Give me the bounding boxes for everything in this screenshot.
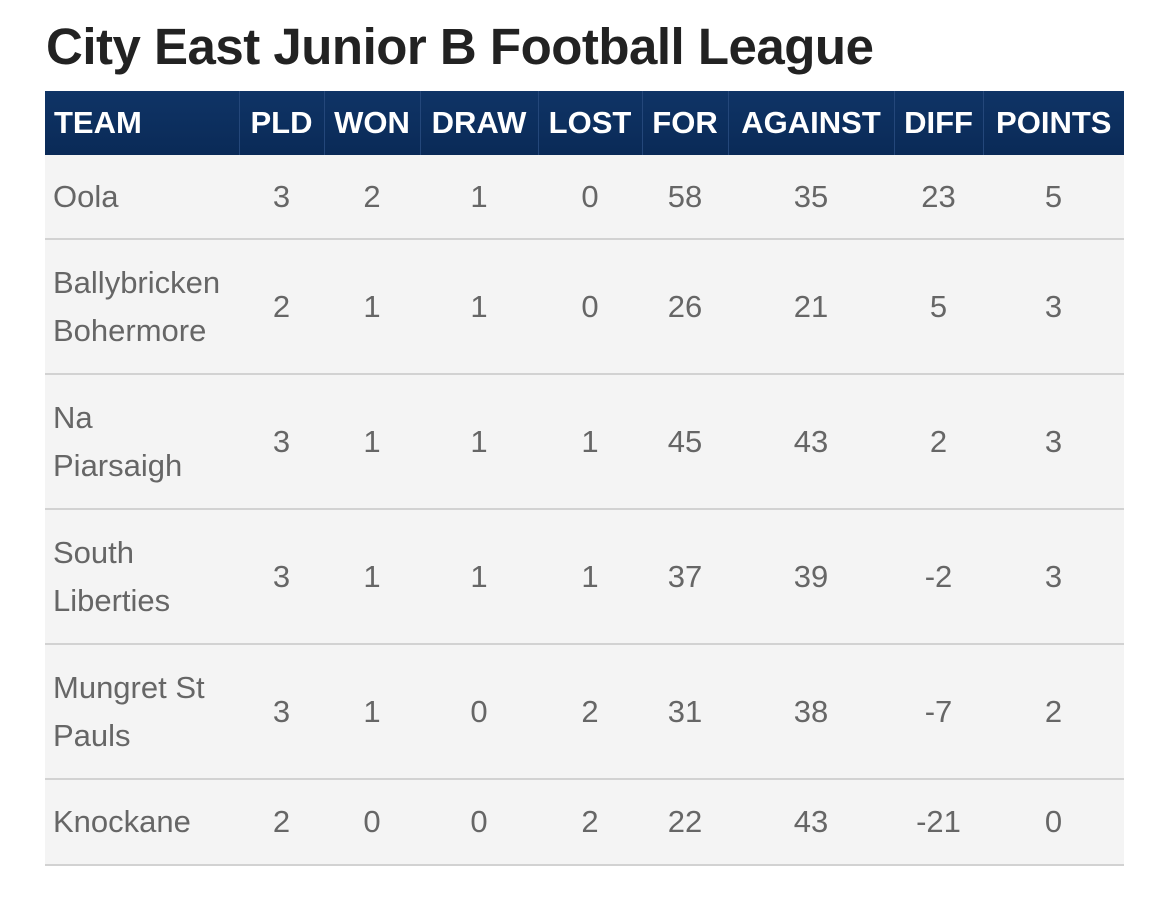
header-row: TEAM PLD WON DRAW LOST FOR AGAINST DIFF …: [45, 91, 1124, 155]
team-name: Knockane: [45, 779, 239, 866]
cell-points: 2: [983, 644, 1124, 780]
league-table: TEAM PLD WON DRAW LOST FOR AGAINST DIFF …: [45, 91, 1124, 866]
cell-won: 1: [324, 239, 420, 375]
cell-against: 35: [728, 155, 894, 240]
cell-lost: 2: [538, 644, 642, 780]
cell-pld: 3: [239, 155, 324, 240]
cell-for: 58: [642, 155, 728, 240]
cell-won: 1: [324, 374, 420, 510]
cell-diff: -21: [894, 779, 983, 866]
header-team: TEAM: [45, 91, 240, 155]
cell-diff: -7: [894, 644, 983, 780]
cell-lost: 0: [538, 239, 642, 375]
page-title: City East Junior B Football League: [46, 18, 874, 75]
cell-pld: 3: [239, 374, 324, 510]
team-name-line: South: [53, 534, 135, 570]
cell-won: 0: [324, 779, 420, 866]
table-row: Mungret St Pauls 3 1 0 2 31 38 -7 2: [45, 644, 1124, 780]
cell-points: 3: [983, 509, 1124, 645]
cell-draw: 1: [420, 374, 538, 510]
team-name-line: Knockane: [53, 804, 191, 839]
cell-draw: 0: [420, 644, 538, 780]
team-name: Mungret St Pauls: [45, 644, 239, 780]
cell-for: 31: [642, 644, 728, 780]
cell-draw: 1: [420, 155, 538, 240]
table-row: South Liberties 3 1 1 1 37 39 -2 3: [45, 509, 1124, 645]
team-name: Oola: [45, 155, 239, 240]
team-name-line: Bohermore: [53, 312, 207, 348]
cell-draw: 1: [420, 239, 538, 375]
table-header: TEAM PLD WON DRAW LOST FOR AGAINST DIFF …: [45, 91, 1124, 155]
cell-points: 5: [983, 155, 1124, 240]
header-diff: DIFF: [894, 91, 984, 155]
cell-points: 3: [983, 374, 1124, 510]
team-name: South Liberties: [45, 509, 239, 645]
team-name-line: Oola: [53, 178, 119, 214]
team-name-line: Piarsaigh: [53, 447, 183, 483]
cell-draw: 1: [420, 509, 538, 645]
team-name-line: Liberties: [53, 582, 171, 618]
cell-lost: 0: [538, 155, 642, 240]
cell-against: 21: [728, 239, 894, 375]
cell-pld: 3: [239, 509, 324, 645]
cell-lost: 1: [538, 374, 642, 510]
team-name-line: Pauls: [53, 717, 131, 753]
team-name-line: Mungret St: [53, 669, 205, 705]
table-row: Ballybricken Bohermore 2 1 1 0 26 21 5 3: [45, 239, 1124, 375]
cell-for: 26: [642, 239, 728, 375]
table-row: Oola 3 2 1 0 58 35 23 5: [45, 155, 1124, 240]
cell-for: 22: [642, 779, 728, 866]
cell-diff: 23: [894, 155, 983, 240]
cell-pld: 3: [239, 644, 324, 780]
cell-against: 39: [728, 509, 894, 645]
cell-won: 1: [324, 644, 420, 780]
header-won: WON: [324, 91, 421, 155]
header-lost: LOST: [538, 91, 643, 155]
team-name-line: Na: [53, 399, 93, 435]
cell-lost: 2: [538, 779, 642, 866]
team-name: Ballybricken Bohermore: [45, 239, 239, 375]
cell-against: 43: [728, 779, 894, 866]
cell-against: 43: [728, 374, 894, 510]
cell-won: 1: [324, 509, 420, 645]
header-against: AGAINST: [728, 91, 895, 155]
header-points: POINTS: [983, 91, 1124, 155]
cell-diff: 2: [894, 374, 983, 510]
table-row: Knockane 2 0 0 2 22 43 -21 0: [45, 779, 1124, 866]
cell-draw: 0: [420, 779, 538, 866]
table-row: Na Piarsaigh 3 1 1 1 45 43 2 3: [45, 374, 1124, 510]
cell-diff: -2: [894, 509, 983, 645]
cell-against: 38: [728, 644, 894, 780]
cell-pld: 2: [239, 239, 324, 375]
cell-lost: 1: [538, 509, 642, 645]
team-name-line: Ballybricken: [53, 264, 221, 300]
header-for: FOR: [642, 91, 729, 155]
team-name: Na Piarsaigh: [45, 374, 239, 510]
cell-points: 0: [983, 779, 1124, 866]
cell-pld: 2: [239, 779, 324, 866]
cell-points: 3: [983, 239, 1124, 375]
cell-won: 2: [324, 155, 420, 240]
cell-for: 45: [642, 374, 728, 510]
header-draw: DRAW: [420, 91, 539, 155]
cell-for: 37: [642, 509, 728, 645]
cell-diff: 5: [894, 239, 983, 375]
table-body: Oola 3 2 1 0 58 35 23 5 Ballybricken Bohe…: [45, 155, 1124, 866]
header-pld: PLD: [239, 91, 325, 155]
